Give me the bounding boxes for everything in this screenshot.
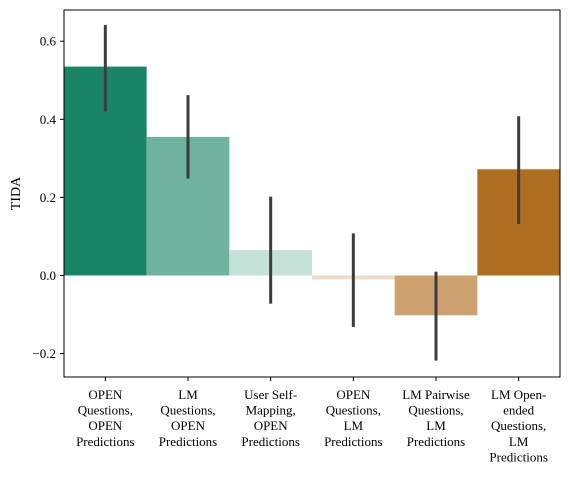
y-tick-label: 0.2: [40, 190, 56, 205]
y-tick-label: 0.6: [40, 34, 57, 49]
x-tick-label: LM Questions, OPEN Predictions: [159, 387, 218, 449]
x-axis: OPEN Questions, OPEN Predictions LM Questions…: [76, 377, 548, 464]
x-tick-label: LM Open-ended Questions, LM Predictions: [489, 387, 548, 464]
y-tick-label: 0.0: [40, 268, 56, 283]
x-tick-label: OPEN Questions, LM Predictions: [324, 387, 383, 449]
y-axis-label: TIDA: [9, 176, 24, 210]
error-bars-group: [103, 24, 521, 361]
y-tick-label: 0.4: [40, 112, 57, 127]
bars-group: [64, 66, 560, 316]
y-axis: −0.2 0.0 0.2 0.4 0.6: [32, 34, 64, 361]
x-tick-label: User Self-Mapping, OPEN Predictions: [241, 387, 300, 449]
x-tick-label: OPEN Questions, OPEN Predictions: [76, 387, 135, 449]
plot-frame: [63, 9, 561, 378]
y-tick-label: −0.2: [32, 346, 56, 361]
x-tick-label: LM Pairwise Questions, LM Predictions: [402, 387, 470, 449]
